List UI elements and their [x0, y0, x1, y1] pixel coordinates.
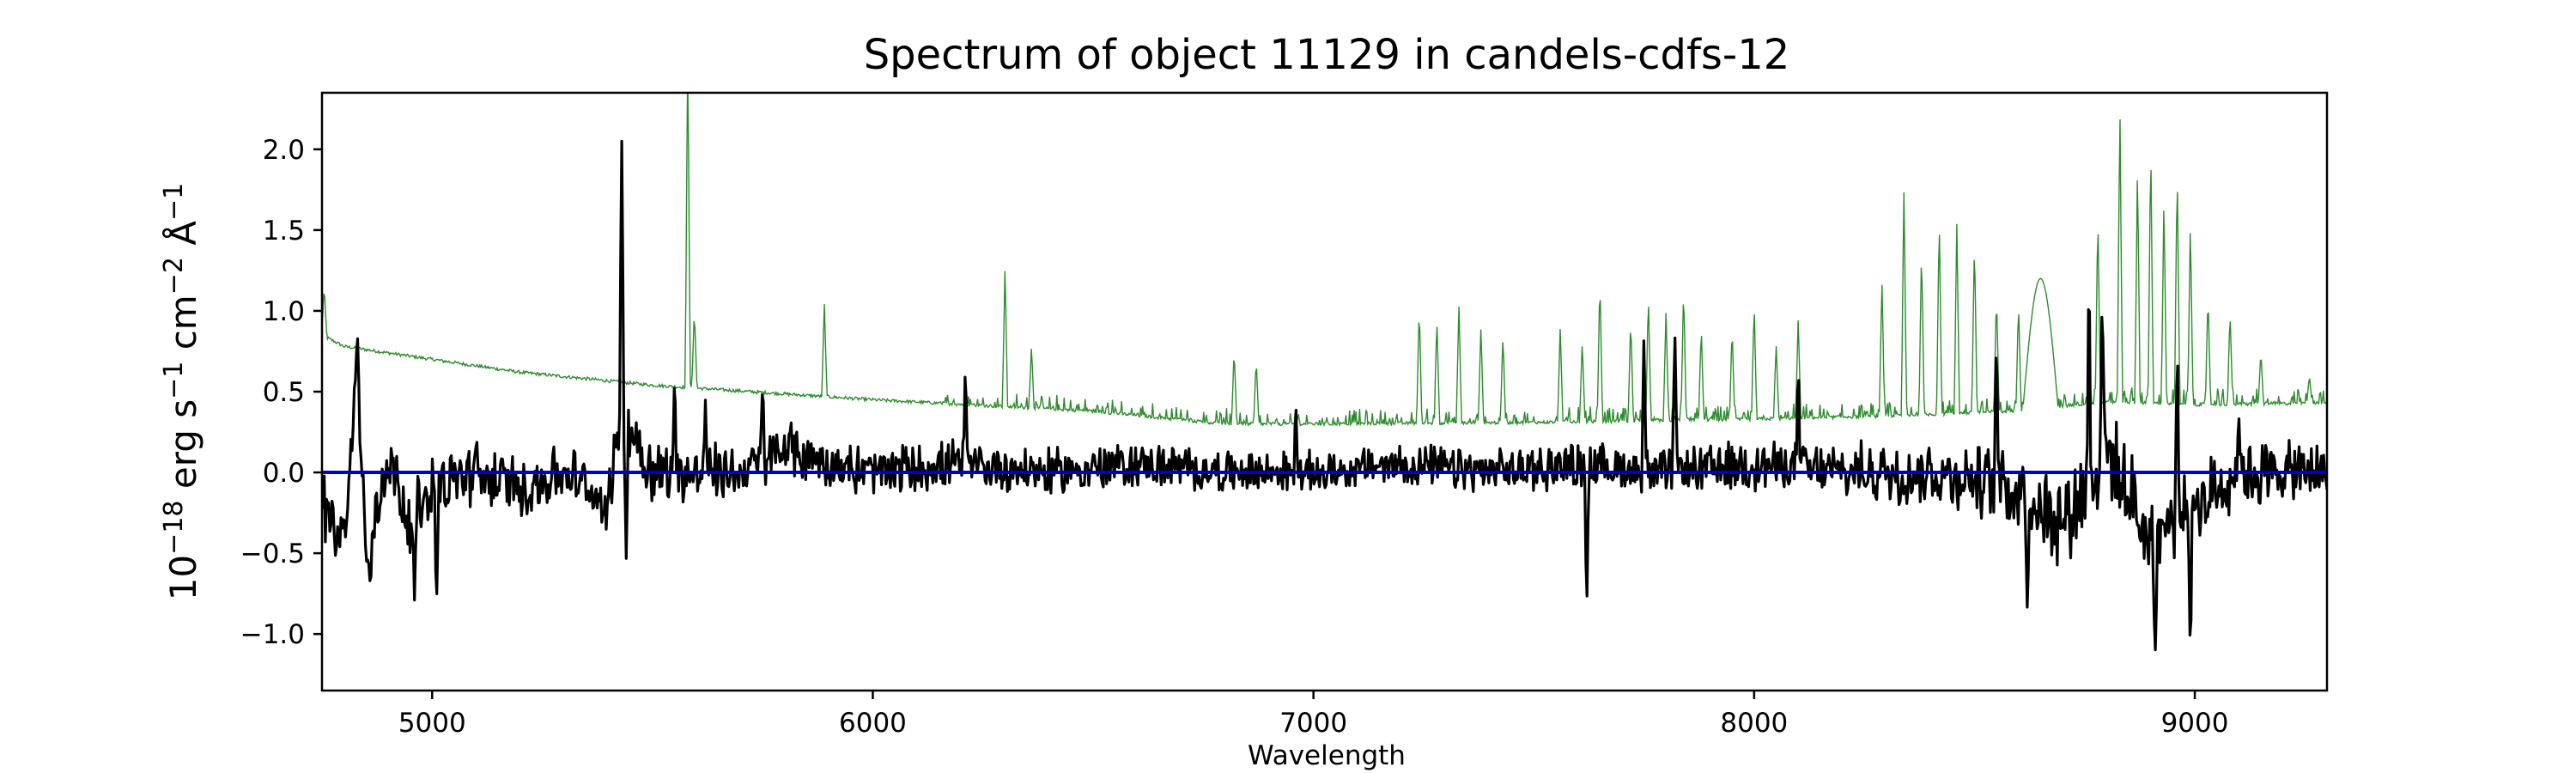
chart-title: Spectrum of object 11129 in candels-cdfs…: [864, 31, 1790, 79]
error-spectrum-line: [322, 93, 2327, 428]
y-axis-label: 10−18 erg s−1 cm−2 Å−1: [159, 183, 204, 601]
y-tick-label: −1.0: [240, 619, 305, 650]
y-axis: −1.0 −0.5 0.0 0.5 1.0 1.5 2.0: [240, 135, 322, 650]
x-tick-label: 6000: [839, 708, 907, 739]
flux-spectrum-line: [322, 139, 2327, 652]
x-tick-label: 8000: [1720, 708, 1788, 739]
y-axis-label-text: 10−18 erg s−1 cm−2 Å−1: [159, 183, 204, 601]
y-tick-label: 2.0: [263, 135, 305, 166]
x-tick-label: 9000: [2161, 708, 2229, 739]
y-tick-label: −0.5: [240, 539, 305, 569]
x-axis: 5000 6000 7000 8000 9000: [398, 691, 2229, 739]
x-axis-label: Wavelength: [1248, 740, 1406, 771]
y-tick-label: 0.0: [263, 458, 305, 489]
x-tick-label: 5000: [398, 708, 466, 739]
y-tick-label: 1.0: [263, 296, 305, 327]
y-tick-label: 0.5: [263, 377, 305, 408]
y-tick-label: 1.5: [263, 216, 305, 247]
x-tick-label: 7000: [1279, 708, 1347, 739]
